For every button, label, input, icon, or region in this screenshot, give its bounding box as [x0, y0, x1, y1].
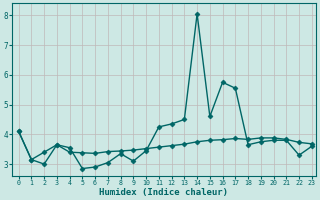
- X-axis label: Humidex (Indice chaleur): Humidex (Indice chaleur): [100, 188, 228, 197]
